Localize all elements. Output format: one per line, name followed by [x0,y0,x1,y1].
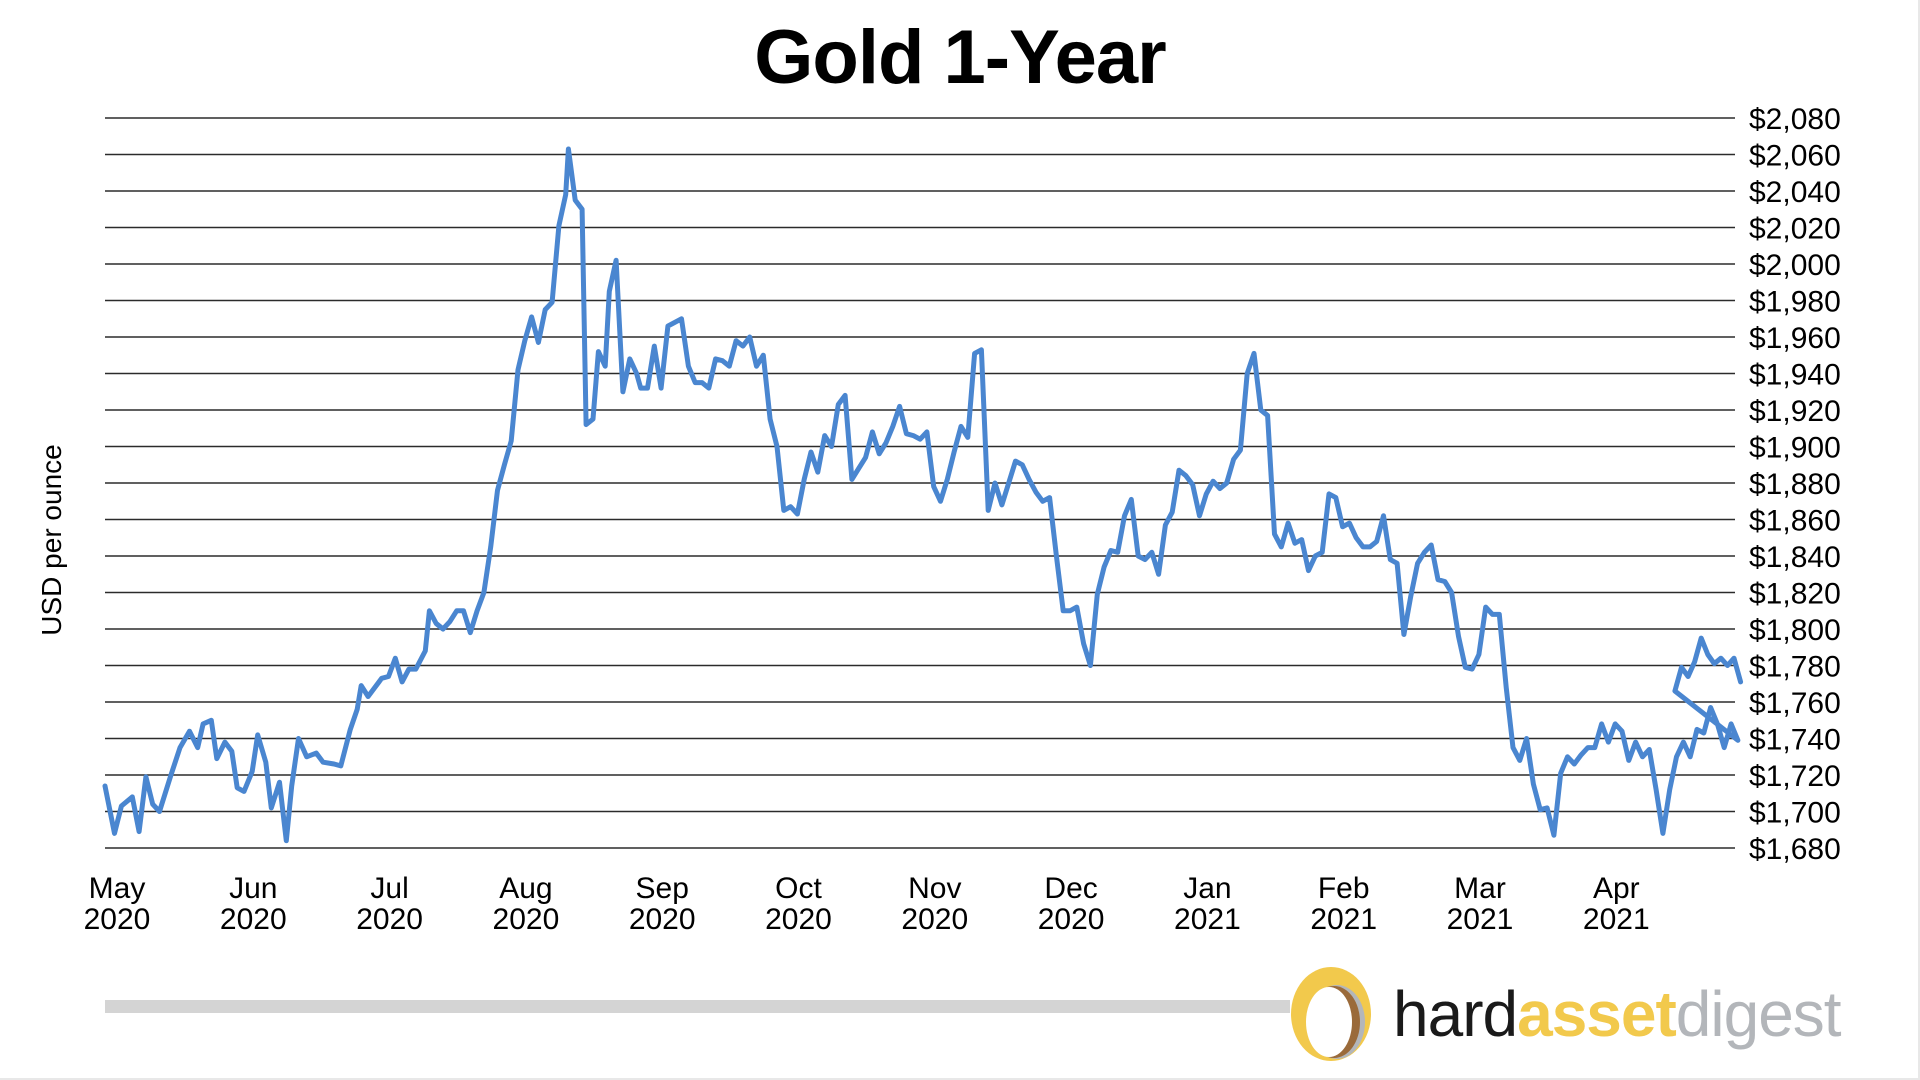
y-tick-label: $1,720 [1749,760,1841,793]
x-tick-label-month: Apr [1593,872,1640,905]
y-tick-label: $1,680 [1749,833,1841,866]
x-tick-label-year: 2020 [1038,903,1105,936]
x-tick-label-month: Mar [1454,872,1506,905]
x-tick-label-month: Jan [1183,872,1231,905]
x-tick-label-year: 2021 [1310,903,1377,936]
y-tick-label: $1,920 [1749,395,1841,428]
x-tick-label-year: 2021 [1174,903,1241,936]
y-axis-tick-labels: $1,680$1,700 $1,720$1,740 $1,760$1,780 $1,8… [1749,103,1841,866]
x-tick-label-year: 2021 [1447,903,1514,936]
y-tick-label: $1,760 [1749,687,1841,720]
x-tick-label-month: Jun [229,872,277,905]
x-tick-label-month: May [89,872,146,905]
y-tick-label: $1,800 [1749,614,1841,647]
y-tick-label: $2,080 [1749,103,1841,136]
x-tick-label-month: Dec [1044,872,1097,905]
y-tick-label: $1,880 [1749,468,1841,501]
x-tick-label-month: Oct [775,872,822,905]
logo-word-asset: asset [1517,978,1677,1050]
x-tick-label-year: 2020 [765,903,832,936]
y-tick-label: $1,960 [1749,322,1841,355]
y-tick-label: $1,700 [1749,797,1841,830]
x-tick-label-year: 2021 [1583,903,1650,936]
y-tick-label: $1,780 [1749,651,1841,684]
y-tick-label: $2,020 [1749,213,1841,246]
x-tick-label-month: Sep [636,872,689,905]
x-tick-label-month: Jul [370,872,408,905]
x-axis-tick-labels: May2020Jun2020Jul2020Aug2020Sep2020Oct20… [84,872,1650,936]
x-tick-label-year: 2020 [493,903,560,936]
y-tick-label: $1,740 [1749,724,1841,757]
hardassetdigest-logo: hardassetdigest [1283,958,1842,1070]
y-tick-label: $2,000 [1749,249,1841,282]
x-tick-label-month: Aug [499,872,552,905]
y-tick-label: $2,060 [1749,140,1841,173]
y-tick-label: $1,940 [1749,359,1841,392]
logo-word-digest: digest [1675,978,1842,1050]
y-tick-label: $1,820 [1749,578,1841,611]
y-tick-label: $1,980 [1749,286,1841,319]
chart-title: Gold 1-Year [754,15,1166,100]
x-tick-label-year: 2020 [356,903,423,936]
gold-price-line [102,146,1744,844]
logo-wordmark: hardassetdigest [1393,977,1842,1051]
logo-word-hard: hard [1393,978,1518,1050]
footer-bar [105,1000,1290,1013]
y-tick-label: $1,860 [1749,505,1841,538]
y-tick-label: $2,040 [1749,176,1841,209]
x-tick-label-year: 2020 [220,903,287,936]
x-tick-label-month: Feb [1318,872,1370,905]
ring-logo-icon [1283,964,1383,1064]
y-tick-label: $1,900 [1749,432,1841,465]
x-tick-label-year: 2020 [901,903,968,936]
x-tick-label-year: 2020 [84,903,151,936]
x-tick-label-year: 2020 [629,903,696,936]
x-tick-label-month: Nov [908,872,961,905]
y-tick-label: $1,840 [1749,541,1841,574]
